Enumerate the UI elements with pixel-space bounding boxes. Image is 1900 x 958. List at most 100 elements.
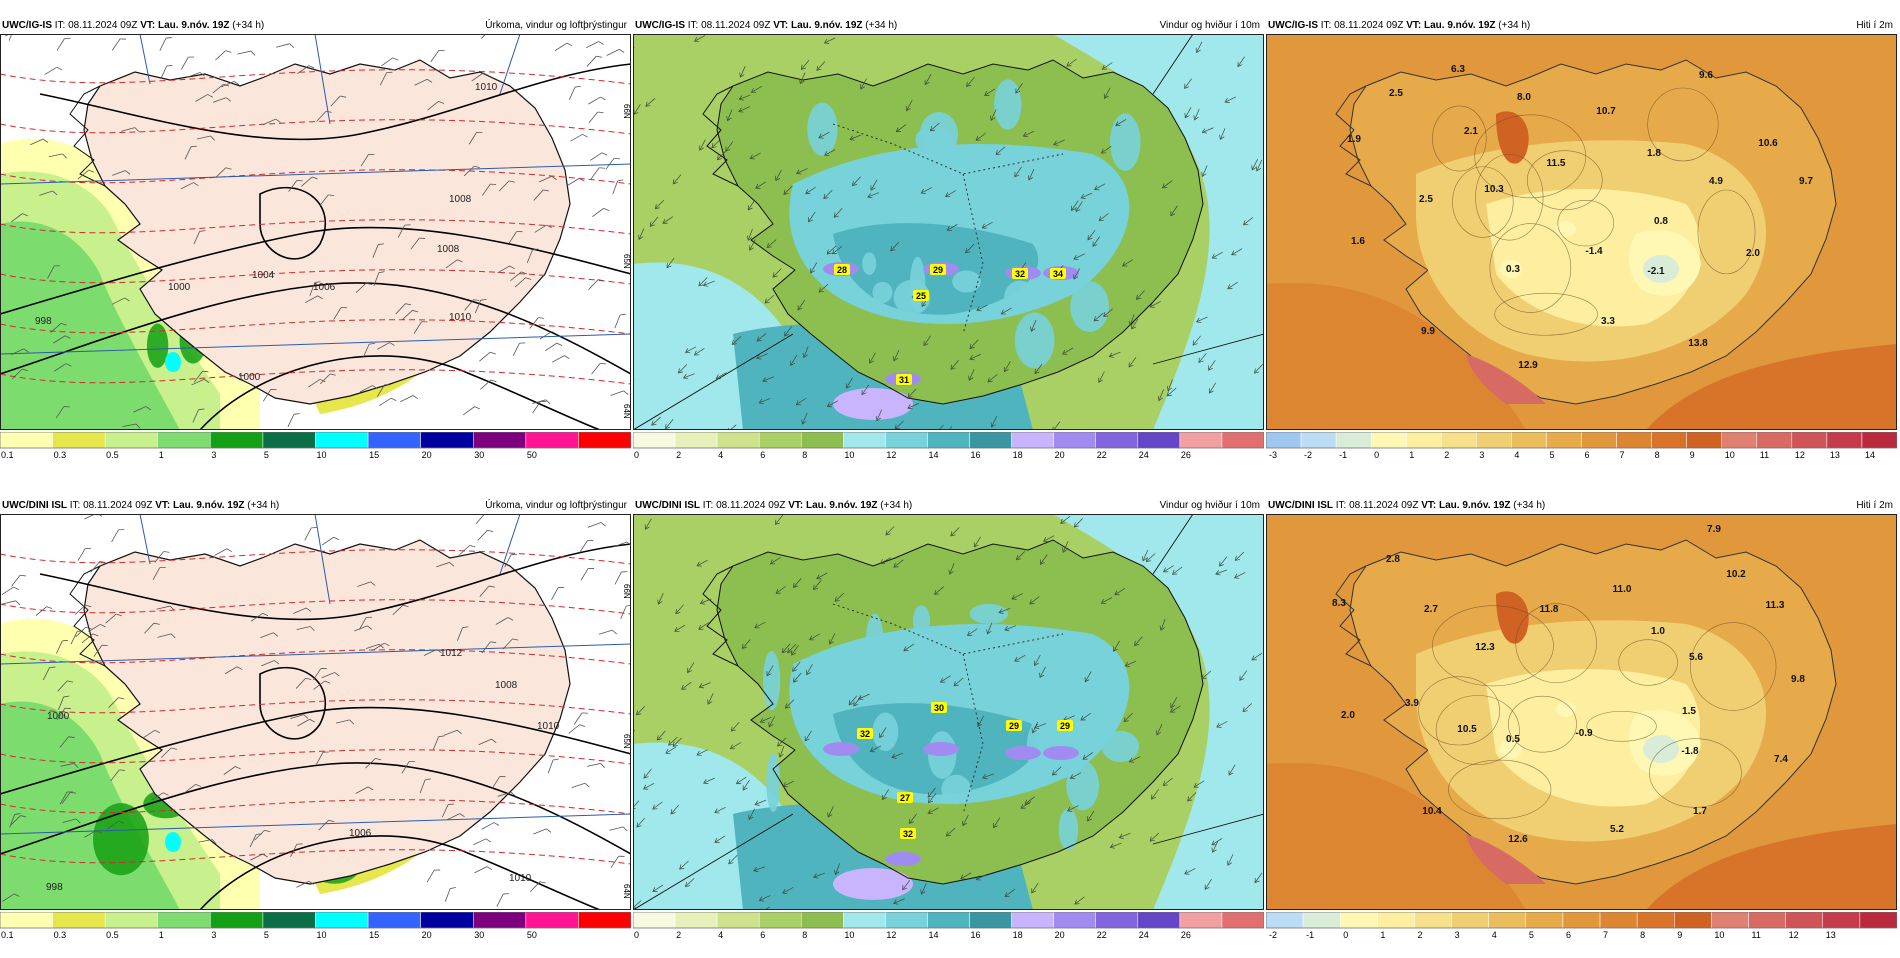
- scale-label: 10: [844, 930, 854, 940]
- scale-swatch: [1452, 912, 1489, 928]
- wind-patch: [913, 605, 930, 637]
- temperature-value: 0.3: [1506, 264, 1520, 275]
- scale-swatch: [1652, 432, 1687, 448]
- scale-swatch: [53, 912, 106, 928]
- scale-label: 5: [1549, 450, 1554, 460]
- scale-swatch: [970, 432, 1012, 448]
- gust-label: 32: [857, 728, 873, 739]
- scale-label: 20: [422, 450, 432, 460]
- latitude-label: 66N: [622, 104, 631, 119]
- temp-zone-cold: [1643, 735, 1679, 763]
- gust-label: 25: [913, 290, 929, 301]
- scale-label: 8: [1655, 450, 1660, 460]
- issue-time: IT: 08.11.2024 09Z: [55, 20, 138, 31]
- temperature-value: 6.3: [1451, 64, 1465, 75]
- temperature-value: 12.6: [1508, 834, 1528, 845]
- scale-label: 0: [634, 450, 639, 460]
- panel-header: UWC/IG-IS IT: 08.11.2024 09Z VT: Lau. 9.…: [633, 18, 1264, 34]
- scale-label: 4: [1514, 450, 1519, 460]
- valid-time: VT: Lau. 9.nóv. 19Z: [1406, 20, 1495, 31]
- wind-patch: [872, 282, 892, 303]
- issue-time: IT: 08.11.2024 09Z: [703, 500, 786, 511]
- lead-time: (+34 h): [1513, 500, 1545, 511]
- isobar-label: 998: [35, 316, 52, 327]
- temperature-value: 1.9: [1347, 134, 1361, 145]
- wind-patch: [1102, 731, 1140, 762]
- scale-swatch: [633, 432, 675, 448]
- scale-swatch: [1823, 912, 1860, 928]
- scale-swatch: [263, 912, 316, 928]
- temperature-value: 2.0: [1341, 710, 1355, 721]
- temperature-value: 9.7: [1799, 176, 1813, 187]
- gust-value: 34: [1053, 269, 1063, 279]
- scale-swatch: [843, 912, 885, 928]
- panel-title: Úrkoma, vindur og loftþrýstingur: [485, 498, 627, 514]
- gust-label: 34: [1050, 268, 1066, 279]
- panel-header: UWC/DINI ISL IT: 08.11.2024 09Z VT: Lau.…: [633, 498, 1264, 514]
- scale-label: 22: [1097, 930, 1107, 940]
- precip-max: [165, 352, 181, 372]
- scale-swatch: [578, 432, 631, 448]
- scale-swatch: [210, 912, 263, 928]
- latitude-label: 66N: [622, 584, 631, 599]
- scale-swatch: [1757, 432, 1792, 448]
- scale-label: 10: [844, 450, 854, 460]
- scale-label: 2: [1444, 450, 1449, 460]
- valid-time: VT: Lau. 9.nóv. 19Z: [773, 20, 862, 31]
- valid-time: VT: Lau. 9.nóv. 19Z: [1421, 500, 1510, 511]
- issue-time: IT: 08.11.2024 09Z: [70, 500, 153, 511]
- scale-label: 12: [1789, 930, 1799, 940]
- forecast-panel-temp: UWC/DINI ISL IT: 08.11.2024 09Z VT: Lau.…: [1266, 498, 1897, 958]
- scale-label: 13: [1830, 450, 1840, 460]
- scale-label: 6: [760, 450, 765, 460]
- scale-swatch: [53, 432, 106, 448]
- temperature-value: 7.4: [1774, 754, 1788, 765]
- scale-swatch: [421, 432, 474, 448]
- temperature-value: 0.8: [1654, 216, 1668, 227]
- gust-label: 29: [930, 264, 946, 275]
- wind-patch: [766, 753, 780, 812]
- scale-swatch: [1711, 912, 1748, 928]
- scale-label: 12: [1795, 450, 1805, 460]
- scale-label: 6: [1585, 450, 1590, 460]
- scale-swatch: [1377, 912, 1414, 928]
- latitude-label: 64N: [622, 884, 631, 899]
- gust-label: 29: [1057, 720, 1073, 731]
- isobar-label: 1000: [168, 282, 191, 293]
- scale-swatch: [1489, 912, 1526, 928]
- scale-swatch: [1096, 432, 1138, 448]
- model-name: UWC/IG-IS: [635, 20, 685, 31]
- scale-label: 8: [802, 930, 807, 940]
- wind-patch: [1004, 281, 1036, 314]
- scale-label: 26: [1181, 450, 1191, 460]
- scale-label: 30: [474, 450, 484, 460]
- scale-label: 24: [1139, 930, 1149, 940]
- scale-swatch: [1414, 912, 1451, 928]
- scale-swatch: [1860, 912, 1897, 928]
- scale-swatch: [1180, 912, 1222, 928]
- scale-swatch: [1786, 912, 1823, 928]
- valid-time: VT: Lau. 9.nóv. 19Z: [155, 500, 244, 511]
- gust-label: 30: [931, 702, 947, 713]
- scale-label: 7: [1620, 450, 1625, 460]
- wind-patch: [920, 112, 958, 156]
- scale-swatch: [675, 912, 717, 928]
- panel-run-info: UWC/DINI ISL IT: 08.11.2024 09Z VT: Lau.…: [1268, 498, 1545, 514]
- forecast-panel-wind: UWC/IG-IS IT: 08.11.2024 09Z VT: Lau. 9.…: [633, 18, 1264, 478]
- lead-time: (+34 h): [1498, 20, 1530, 31]
- scale-swatch: [421, 912, 474, 928]
- scale-label: 1: [159, 930, 164, 940]
- issue-time: IT: 08.11.2024 09Z: [1321, 20, 1404, 31]
- scale-swatch: [368, 432, 421, 448]
- wind-patch: [862, 252, 876, 275]
- scale-swatch: [970, 912, 1012, 928]
- gust-value: 27: [900, 793, 910, 803]
- gust-max-area: [923, 742, 959, 756]
- scale-label: 0: [634, 930, 639, 940]
- temperature-value: 1.0: [1651, 626, 1665, 637]
